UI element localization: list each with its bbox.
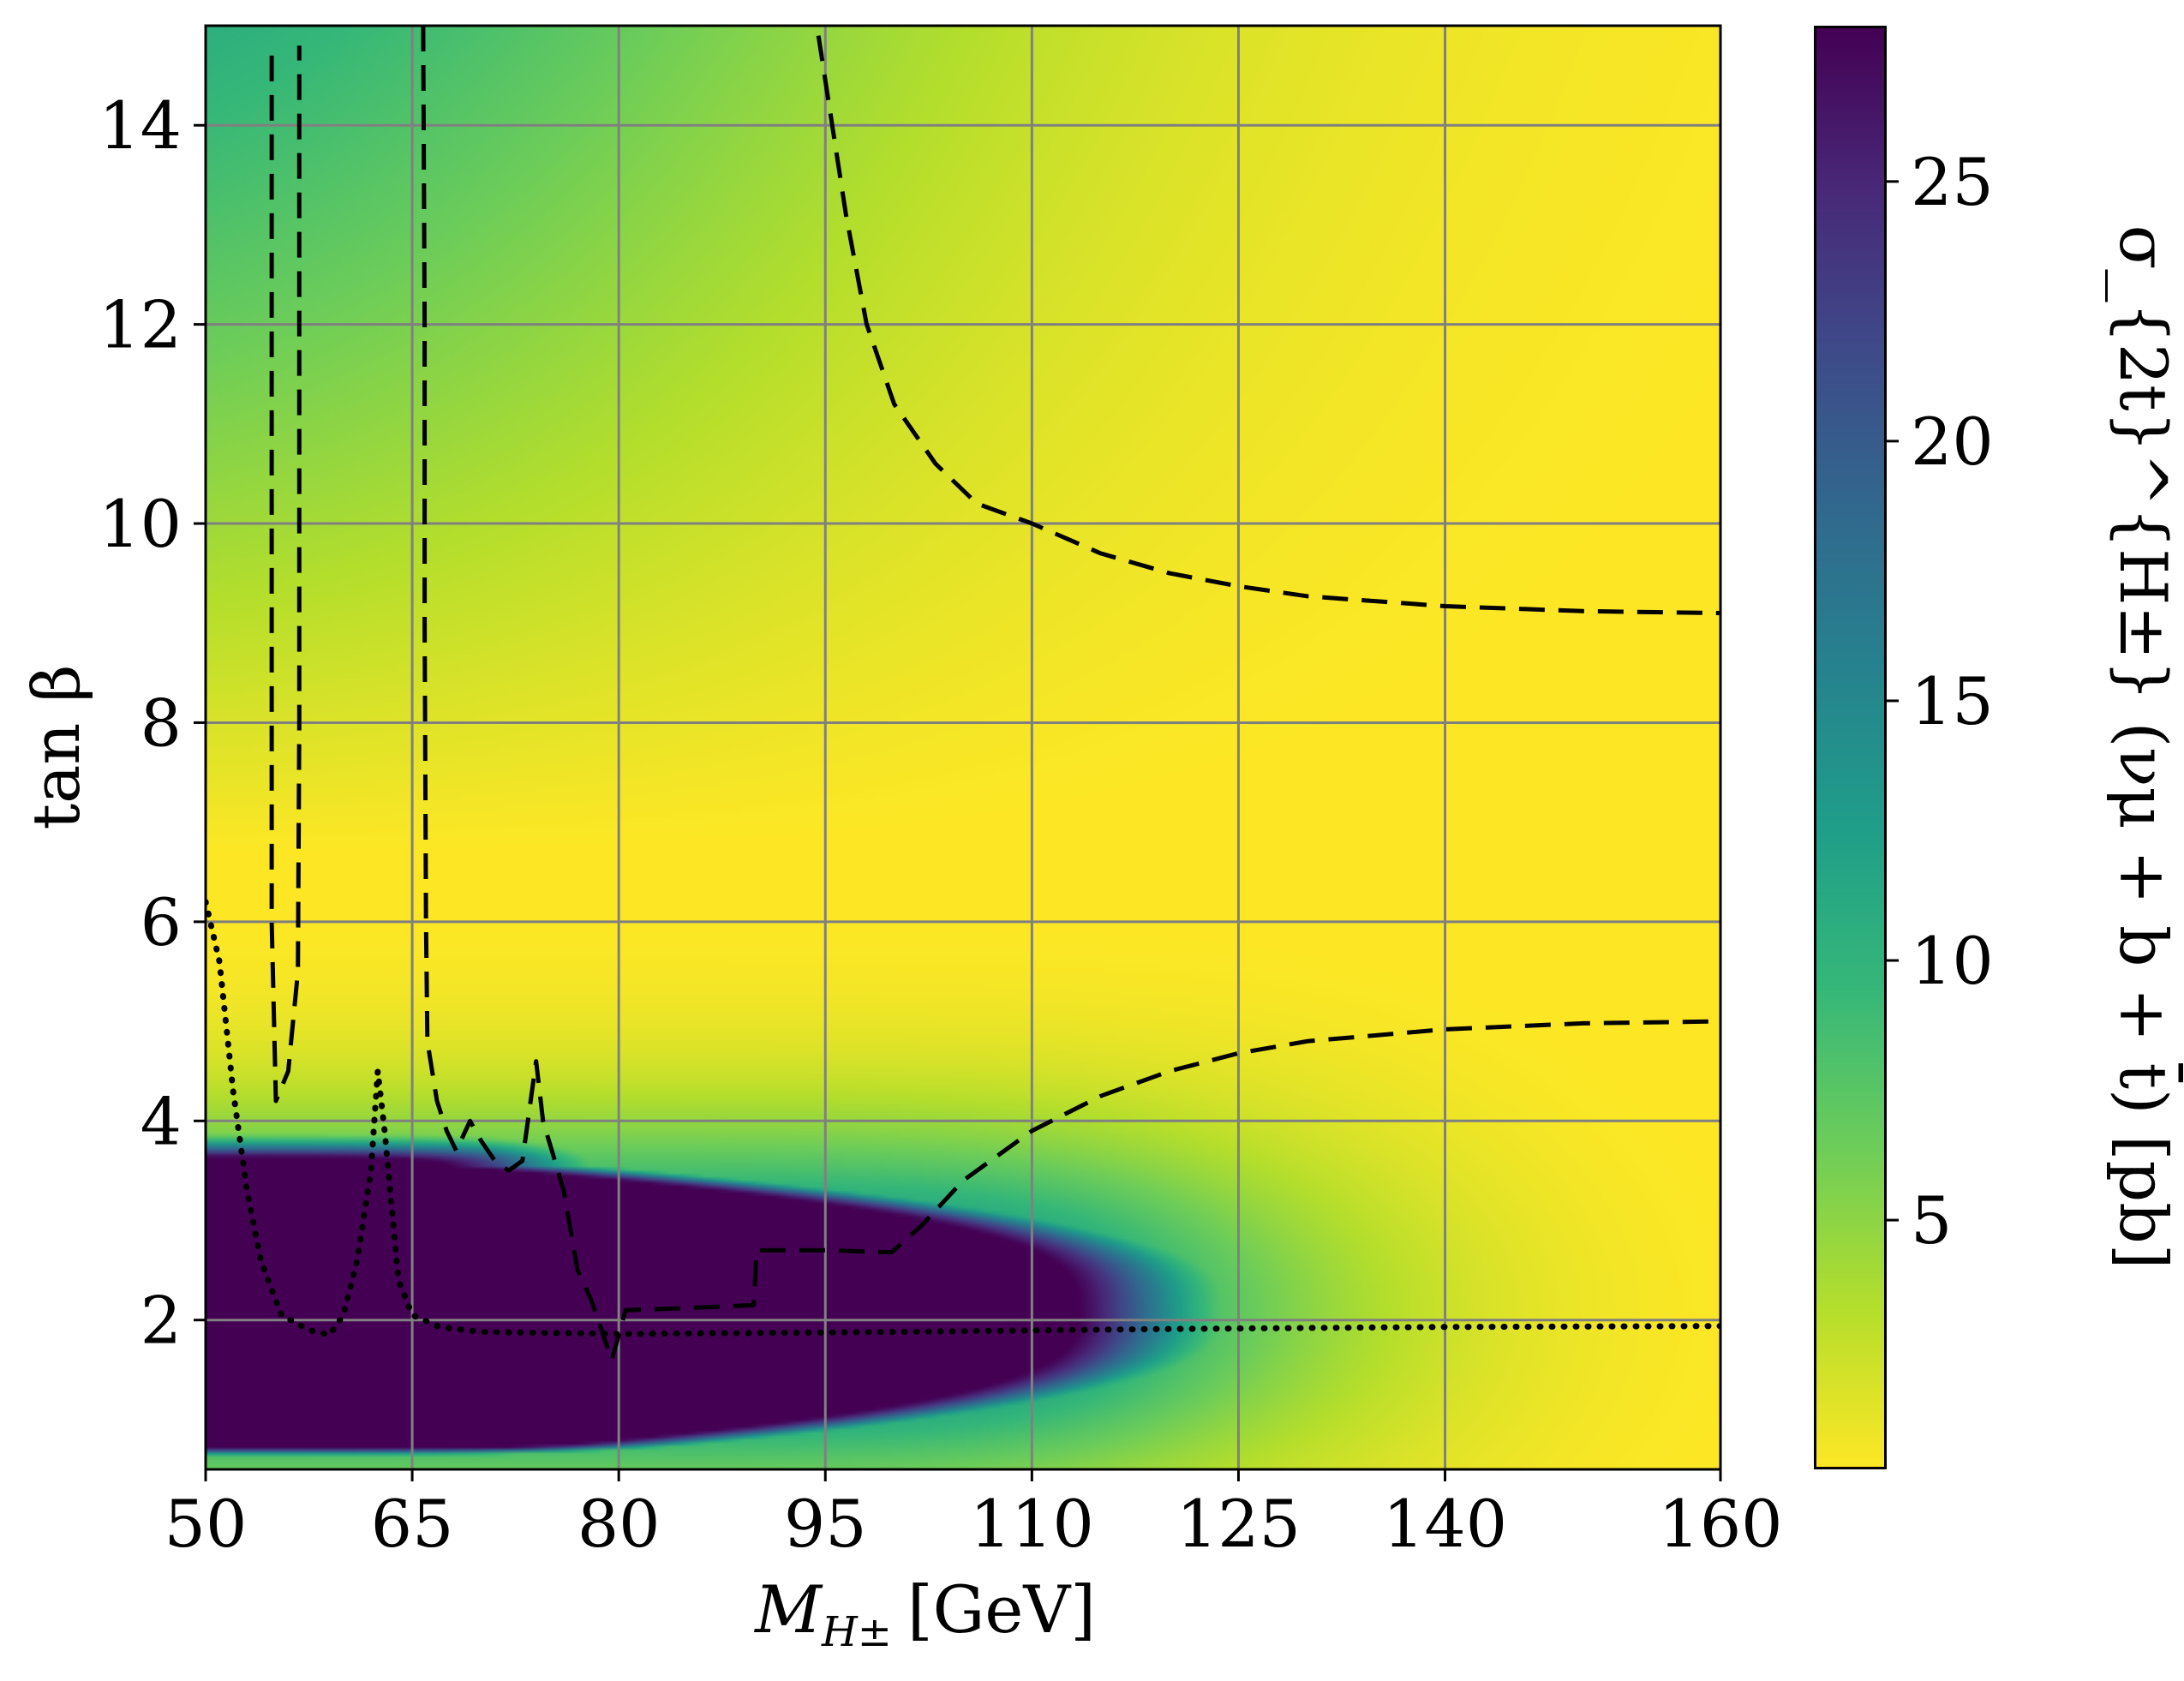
- x-tick-label: 140: [1383, 1486, 1507, 1562]
- y-tick-label: 4: [141, 1083, 182, 1159]
- x-axis-label: MH± [GeV]: [753, 1571, 1096, 1656]
- x-tick-label: 80: [577, 1486, 661, 1562]
- x-tick-label: 65: [371, 1486, 454, 1562]
- x-tick-label: 50: [165, 1486, 248, 1562]
- y-tick-label: 12: [99, 287, 182, 363]
- x-tick-label: 110: [970, 1486, 1094, 1562]
- x-axis-ticks: 50 65 80 95 110 125 140 160: [165, 1469, 1783, 1562]
- x-tick-label: 95: [784, 1486, 867, 1562]
- y-tick-label: 2: [141, 1283, 182, 1359]
- contour-lines: [206, 26, 1720, 1362]
- dotted-contour: [206, 899, 1720, 1338]
- dashed-contour: [816, 35, 1720, 616]
- dashed-contour: [269, 45, 302, 1104]
- colorbar: [1814, 26, 1887, 1469]
- dashed-contour: [421, 26, 1720, 1362]
- x-tick-label: 160: [1658, 1486, 1782, 1562]
- y-tick-label: 6: [141, 884, 182, 960]
- colorbar-tick-label: 10: [1911, 923, 1994, 999]
- colorbar-tick-label: 25: [1911, 144, 1994, 220]
- grid-lines: [206, 26, 1720, 1469]
- y-tick-label: 14: [99, 87, 182, 164]
- colorbar-tick-label: 15: [1911, 663, 1994, 739]
- x-tick-label: 125: [1176, 1486, 1301, 1562]
- x-axis-label-main: M: [753, 1571, 823, 1648]
- colorbar-tick-label: 5: [1911, 1182, 1952, 1259]
- x-axis-label-subscript: H±: [821, 1608, 892, 1656]
- y-tick-label: 8: [141, 685, 182, 761]
- heatmap-image: [206, 26, 1720, 1469]
- y-axis-ticks: 2 4 6 8 10 12 14: [99, 87, 206, 1359]
- colorbar-tick-label: 20: [1911, 404, 1994, 480]
- plot-frame: [204, 24, 1722, 1471]
- y-tick-label: 10: [99, 486, 182, 562]
- colorbar-ticks: 5 10 15 20 25: [1887, 144, 1994, 1259]
- colorbar-label: σ_{2t}^{H±} (νμ + b + t̄) [pb]: [2105, 225, 2184, 1270]
- y-axis-label: tan β: [18, 665, 94, 830]
- x-axis-label-unit: [GeV]: [907, 1571, 1096, 1648]
